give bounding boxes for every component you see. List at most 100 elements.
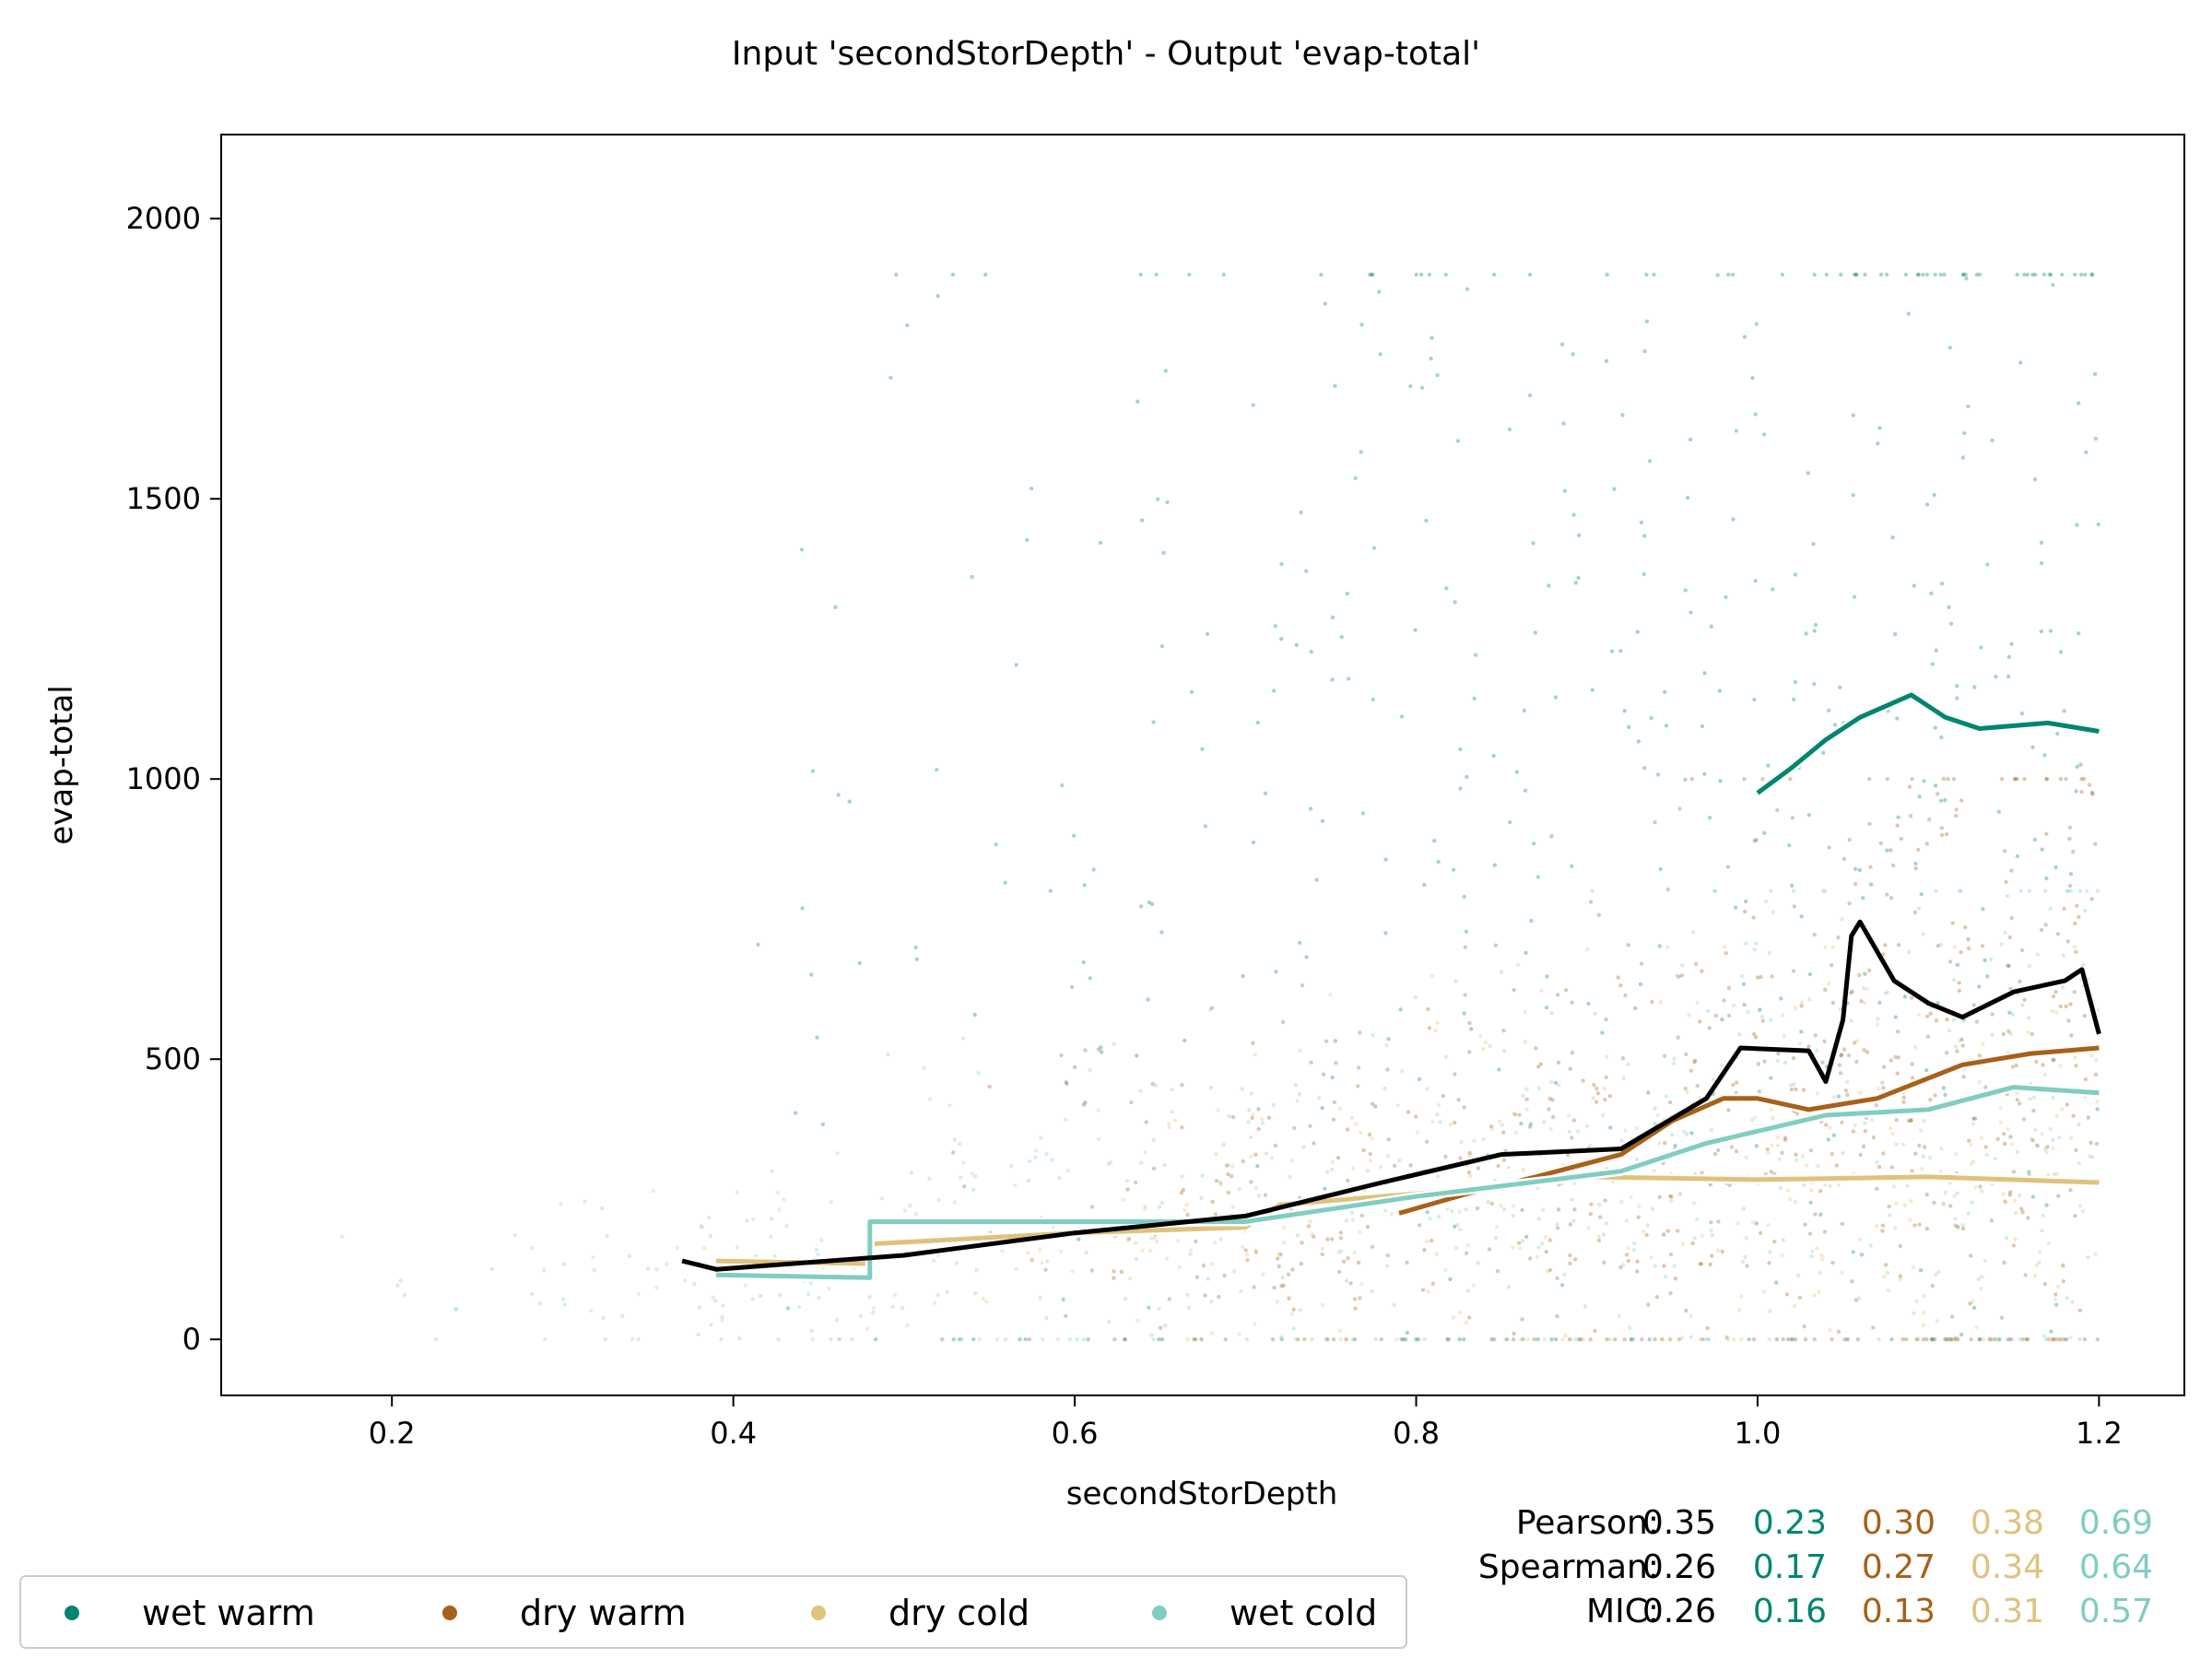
scatter-point xyxy=(1400,1068,1405,1074)
scatter-point xyxy=(935,294,940,299)
scatter-point xyxy=(1881,1151,1886,1156)
scatter-point xyxy=(932,1300,937,1305)
scatter-point xyxy=(1676,1035,1680,1040)
scatter-point xyxy=(1867,821,1872,826)
scatter-point xyxy=(1059,1053,1064,1058)
scatter-point xyxy=(1757,1089,1762,1094)
scatter-point xyxy=(2022,777,2027,782)
scatter-point xyxy=(1493,943,1499,947)
scatter-point xyxy=(1148,1248,1153,1253)
scatter-point xyxy=(820,1122,826,1127)
scatter-point xyxy=(2077,631,2081,636)
scatter-point xyxy=(1295,1099,1300,1103)
legend-marker xyxy=(442,1606,457,1620)
scatter-point xyxy=(1971,1116,1976,1122)
scatter-point xyxy=(900,1305,905,1311)
scatter-point xyxy=(2033,1127,2038,1133)
scatter-point xyxy=(1086,1337,1090,1342)
scatter-point xyxy=(2018,1101,2022,1106)
scatter-point xyxy=(1959,888,1963,893)
scatter-point xyxy=(1713,1013,1719,1018)
scatter-point xyxy=(1874,1103,1879,1108)
scatter-point xyxy=(1334,1061,1338,1065)
scatter-point xyxy=(1840,917,1844,922)
scatter-point xyxy=(1518,1246,1523,1251)
scatter-point xyxy=(1828,1125,1832,1131)
scatter-point xyxy=(1018,1337,1022,1342)
scatter-point xyxy=(1668,1252,1674,1257)
scatter-point xyxy=(836,793,841,797)
scatter-point xyxy=(1173,1118,1178,1123)
scatter-point xyxy=(2053,1297,2058,1302)
y-tick-label: 1000 xyxy=(126,761,201,796)
scatter-point xyxy=(1281,1283,1286,1288)
scatter-point xyxy=(1426,1006,1430,1012)
scatter-point xyxy=(1760,1018,1766,1024)
scatter-point xyxy=(1650,1206,1655,1211)
scatter-point xyxy=(1649,1255,1653,1260)
scatter-point xyxy=(1955,1337,1960,1342)
scatter-point xyxy=(1747,1337,1751,1342)
scatter-point xyxy=(785,1306,791,1311)
scatter-point xyxy=(1971,1003,1976,1007)
scatter-point xyxy=(1945,1017,1949,1022)
scatter-point xyxy=(1947,1337,1952,1342)
scatter-point xyxy=(1883,991,1888,996)
scatter-point xyxy=(1949,1314,1955,1319)
scatter-point xyxy=(1029,486,1034,491)
scatter-point xyxy=(1203,824,1208,829)
scatter-point xyxy=(1823,945,1828,949)
scatter-point xyxy=(1677,1191,1683,1196)
scatter-point xyxy=(1744,1155,1748,1160)
scatter-point xyxy=(1880,1079,1885,1085)
scatter-point xyxy=(1014,1266,1019,1272)
scatter-point xyxy=(1883,1263,1888,1267)
scatter-point xyxy=(1891,1184,1897,1189)
scatter-point xyxy=(2077,1308,2083,1313)
scatter-point xyxy=(1323,1186,1327,1191)
scatter-point xyxy=(1830,1260,1835,1265)
scatter-point xyxy=(1414,1114,1418,1119)
scatter-point xyxy=(1230,1164,1235,1169)
scatter-point xyxy=(1069,984,1075,990)
scatter-point xyxy=(1501,1029,1506,1033)
scatter-point xyxy=(1760,777,1765,782)
scatter-point xyxy=(1960,455,1966,460)
scatter-point xyxy=(395,1283,400,1288)
scatter-point xyxy=(1324,1337,1330,1342)
scatter-point xyxy=(1687,1013,1691,1018)
scatter-point xyxy=(1785,1337,1791,1342)
scatter-point xyxy=(928,1097,933,1101)
scatter-point xyxy=(1807,1231,1813,1236)
scatter-point xyxy=(1920,1167,1924,1171)
scatter-point xyxy=(1836,1329,1841,1335)
scatter-series xyxy=(756,272,2100,1342)
scatter-point xyxy=(1917,1222,1922,1227)
scatter-point xyxy=(1382,1086,1387,1091)
scatter-point xyxy=(1971,1305,1977,1311)
scatter-point xyxy=(1793,1337,1798,1342)
scatter-point xyxy=(1370,272,1374,277)
scatter-point xyxy=(1653,820,1657,825)
scatter-point xyxy=(1969,1161,1973,1166)
scatter-point xyxy=(2027,963,2032,969)
scatter-point xyxy=(1513,1130,1519,1135)
scatter-point xyxy=(1740,1259,1746,1265)
scatter-point xyxy=(709,1323,713,1327)
scatter-point xyxy=(1780,1253,1785,1257)
scatter-point xyxy=(699,1223,704,1229)
scatter-point xyxy=(712,1299,718,1303)
scatter-point xyxy=(1725,1337,1731,1342)
scatter-point xyxy=(1847,901,1852,906)
scatter-point xyxy=(1125,1187,1130,1192)
scatter-point xyxy=(1732,1003,1736,1008)
scatter-point xyxy=(1133,1241,1138,1245)
scatter-point xyxy=(2042,753,2047,758)
scatter-point xyxy=(1688,437,1693,442)
scatter-point xyxy=(702,1246,707,1251)
scatter-point xyxy=(1464,929,1469,934)
scatter-point xyxy=(1316,1096,1322,1100)
scatter-point xyxy=(1700,1337,1705,1342)
scatter-point xyxy=(1888,848,1893,853)
scatter-point xyxy=(1287,1296,1291,1300)
